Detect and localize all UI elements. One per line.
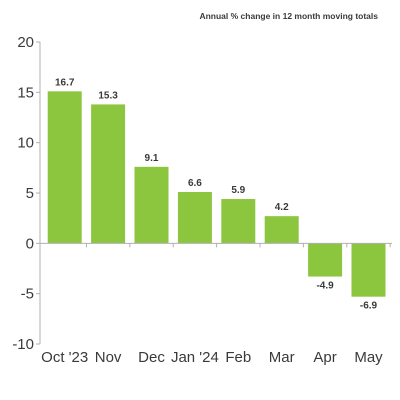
data-labels: 16.7 15.3 9.1 6.6 5.9 4.2 -4.9 -6.9	[55, 77, 378, 311]
bar	[308, 243, 343, 277]
y-tick-label: 20	[17, 34, 34, 51]
y-tick-label: -10	[12, 336, 34, 353]
y-tick-label: 0	[26, 235, 34, 252]
data-label: 16.7	[55, 77, 75, 88]
bar	[134, 166, 169, 244]
bar	[264, 216, 299, 244]
data-label: -4.9	[316, 281, 334, 292]
y-tick-label: 15	[17, 84, 34, 101]
bar	[221, 199, 256, 244]
x-tick-label: Nov	[95, 349, 122, 366]
x-tick-label: Oct '23	[41, 349, 88, 366]
data-label: 15.3	[98, 90, 118, 101]
y-axis: 20 15 10 5 0 -5 -10	[12, 34, 41, 353]
y-tick-label: -5	[21, 286, 34, 303]
x-tick-label: Dec	[138, 349, 165, 366]
data-label: -6.9	[360, 301, 378, 312]
x-tick-label: Apr	[313, 349, 336, 366]
x-axis: Oct '23 Nov Dec Jan '24 Feb Mar Apr May	[40, 242, 392, 366]
data-label: 5.9	[231, 185, 245, 196]
x-tick-label: Feb	[225, 349, 251, 366]
x-tick-label: Jan '24	[171, 349, 219, 366]
x-tick-label: May	[354, 349, 383, 366]
bar	[351, 243, 386, 297]
chart-subtitle: Annual % change in 12 month moving total…	[199, 11, 378, 21]
x-tick-label: Mar	[269, 349, 295, 366]
bar	[177, 191, 212, 244]
y-tick-label: 5	[26, 185, 34, 202]
data-label: 9.1	[145, 153, 159, 164]
bars	[47, 91, 386, 297]
y-tick-label: 10	[17, 135, 34, 152]
bar	[91, 104, 126, 244]
bar	[47, 91, 82, 244]
data-label: 6.6	[188, 178, 202, 189]
data-label: 4.2	[275, 202, 289, 213]
